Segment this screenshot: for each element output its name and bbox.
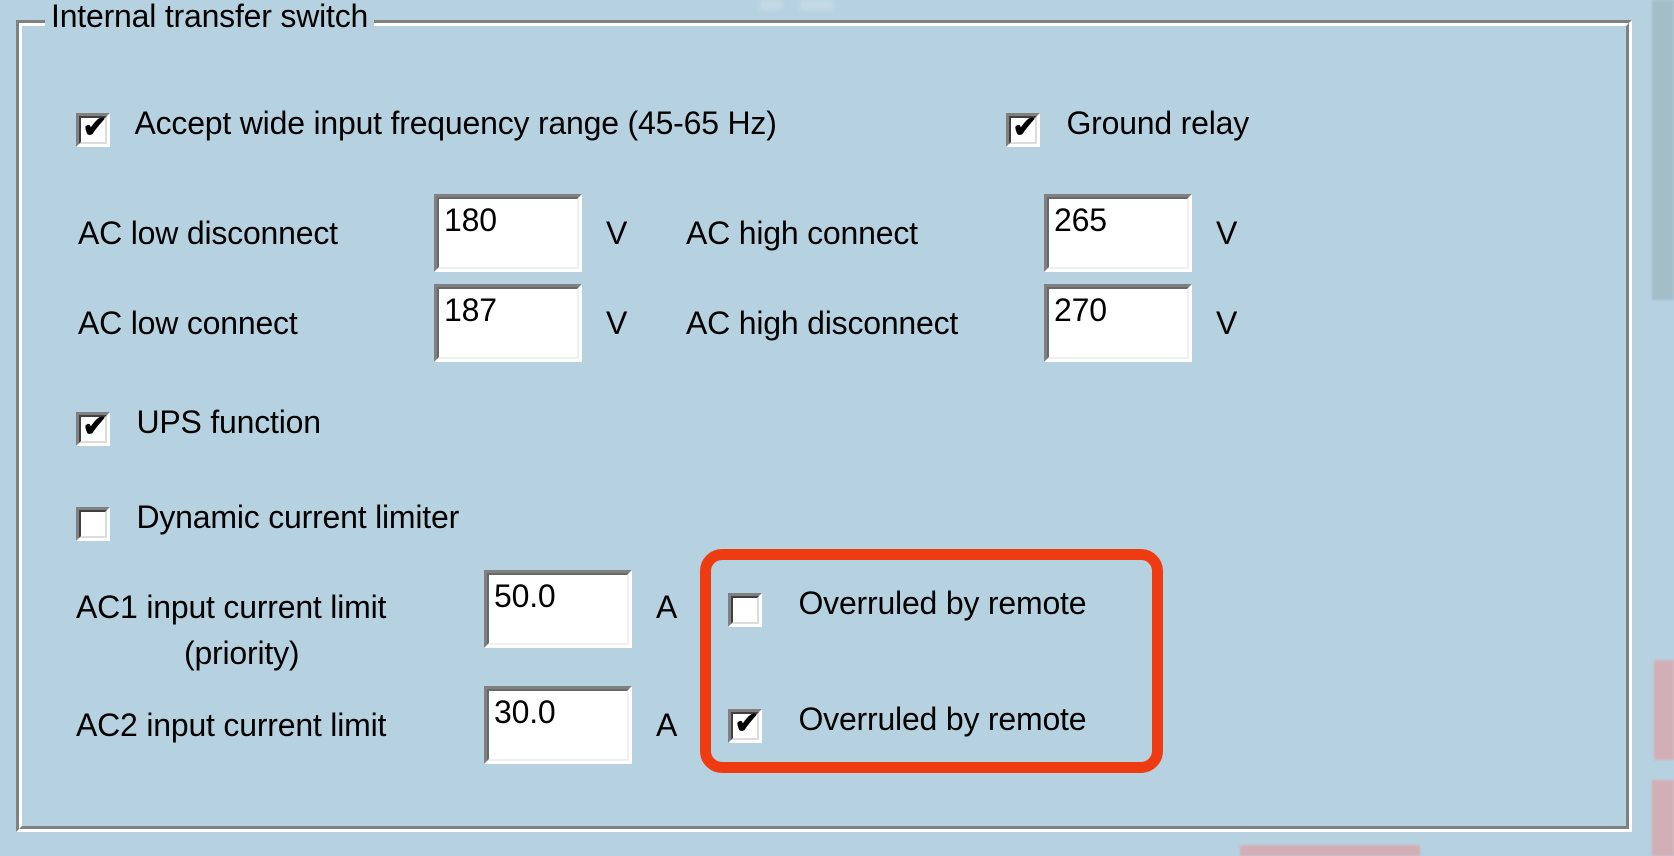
ac-low-connect-unit: V xyxy=(606,305,628,341)
ac-low-disconnect-value: 180 xyxy=(444,202,497,238)
groupbox-content: ✔ Accept wide input frequency range (45-… xyxy=(16,20,1632,832)
accept-wide-frequency-checkbox[interactable]: ✔ xyxy=(76,110,110,147)
right-edge-artifact xyxy=(1652,780,1674,856)
dynamic-current-limiter-row: ✔ Dynamic current limiter xyxy=(76,500,459,541)
ac2-overruled-by-remote-row: ✔ Overruled by remote xyxy=(728,701,1087,743)
ac1-input-current-limit-label: AC1 input current limit xyxy=(76,589,387,625)
ac-high-connect-unit: V xyxy=(1216,215,1238,251)
ac1-input-current-limit-value: 50.0 xyxy=(494,578,556,614)
ups-function-checkbox[interactable]: ✔ xyxy=(76,409,110,446)
accept-wide-frequency-row: ✔ Accept wide input frequency range (45-… xyxy=(76,106,777,147)
accept-wide-frequency-label: Accept wide input frequency range (45-65… xyxy=(134,105,777,141)
check-icon: ✔ xyxy=(82,409,108,443)
ac-high-connect-label: AC high connect xyxy=(686,215,918,251)
dynamic-current-limiter-label: Dynamic current limiter xyxy=(136,499,460,535)
check-icon: ✔ xyxy=(1012,110,1038,144)
ac2-input-current-limit-value: 30.0 xyxy=(494,694,556,730)
groupbox-inner-bevel xyxy=(19,23,1629,829)
ac-low-disconnect-label: AC low disconnect xyxy=(78,215,338,251)
ac-high-disconnect-label: AC high disconnect xyxy=(686,305,959,341)
ups-function-row: ✔ UPS function xyxy=(76,405,321,446)
ac-high-disconnect-input[interactable]: 270 xyxy=(1044,284,1192,362)
ac2-input-current-limit-input[interactable]: 30.0 xyxy=(484,686,632,764)
ground-relay-row: ✔ Ground relay xyxy=(1006,106,1249,147)
ac1-input-current-limit-unit: A xyxy=(656,589,678,625)
ac-high-connect-value: 265 xyxy=(1054,202,1107,238)
ac1-overruled-by-remote-label: Overruled by remote xyxy=(798,585,1087,621)
dynamic-current-limiter-checkbox[interactable]: ✔ xyxy=(76,506,110,541)
bottom-edge-artifact xyxy=(1240,845,1420,856)
ac-low-connect-value: 187 xyxy=(444,292,497,328)
ac1-overruled-by-remote-checkbox[interactable]: ✔ xyxy=(728,592,762,627)
ac1-input-current-limit-priority-label: (priority) xyxy=(184,635,300,671)
check-icon: ✔ xyxy=(734,706,760,740)
ac-low-disconnect-input[interactable]: 180 xyxy=(434,194,582,272)
internal-transfer-switch-groupbox: Internal transfer switch xyxy=(16,0,1632,832)
ac-low-connect-label: AC low connect xyxy=(78,305,298,341)
ac2-input-current-limit-label: AC2 input current limit xyxy=(76,707,387,743)
ac1-overruled-by-remote-row: ✔ Overruled by remote xyxy=(728,585,1087,627)
ground-relay-label: Ground relay xyxy=(1066,105,1250,141)
groupbox-title: Internal transfer switch xyxy=(45,0,375,33)
right-edge-artifact xyxy=(1654,660,1674,760)
ac1-input-current-limit-input[interactable]: 50.0 xyxy=(484,570,632,648)
right-edge-artifact xyxy=(1652,0,1674,300)
ac-high-disconnect-unit: V xyxy=(1216,305,1238,341)
ac2-overruled-by-remote-label: Overruled by remote xyxy=(798,701,1087,737)
ac2-input-current-limit-unit: A xyxy=(656,707,678,743)
ac2-overruled-by-remote-checkbox[interactable]: ✔ xyxy=(728,706,762,743)
top-edge-artifact xyxy=(800,0,834,10)
ac-high-connect-input[interactable]: 265 xyxy=(1044,194,1192,272)
ground-relay-checkbox[interactable]: ✔ xyxy=(1006,110,1040,147)
top-edge-artifact xyxy=(760,0,782,10)
ac-low-disconnect-unit: V xyxy=(606,215,628,251)
check-icon: ✔ xyxy=(82,110,108,144)
ac-high-disconnect-value: 270 xyxy=(1054,292,1107,328)
ups-function-label: UPS function xyxy=(136,404,321,440)
ac-low-connect-input[interactable]: 187 xyxy=(434,284,582,362)
